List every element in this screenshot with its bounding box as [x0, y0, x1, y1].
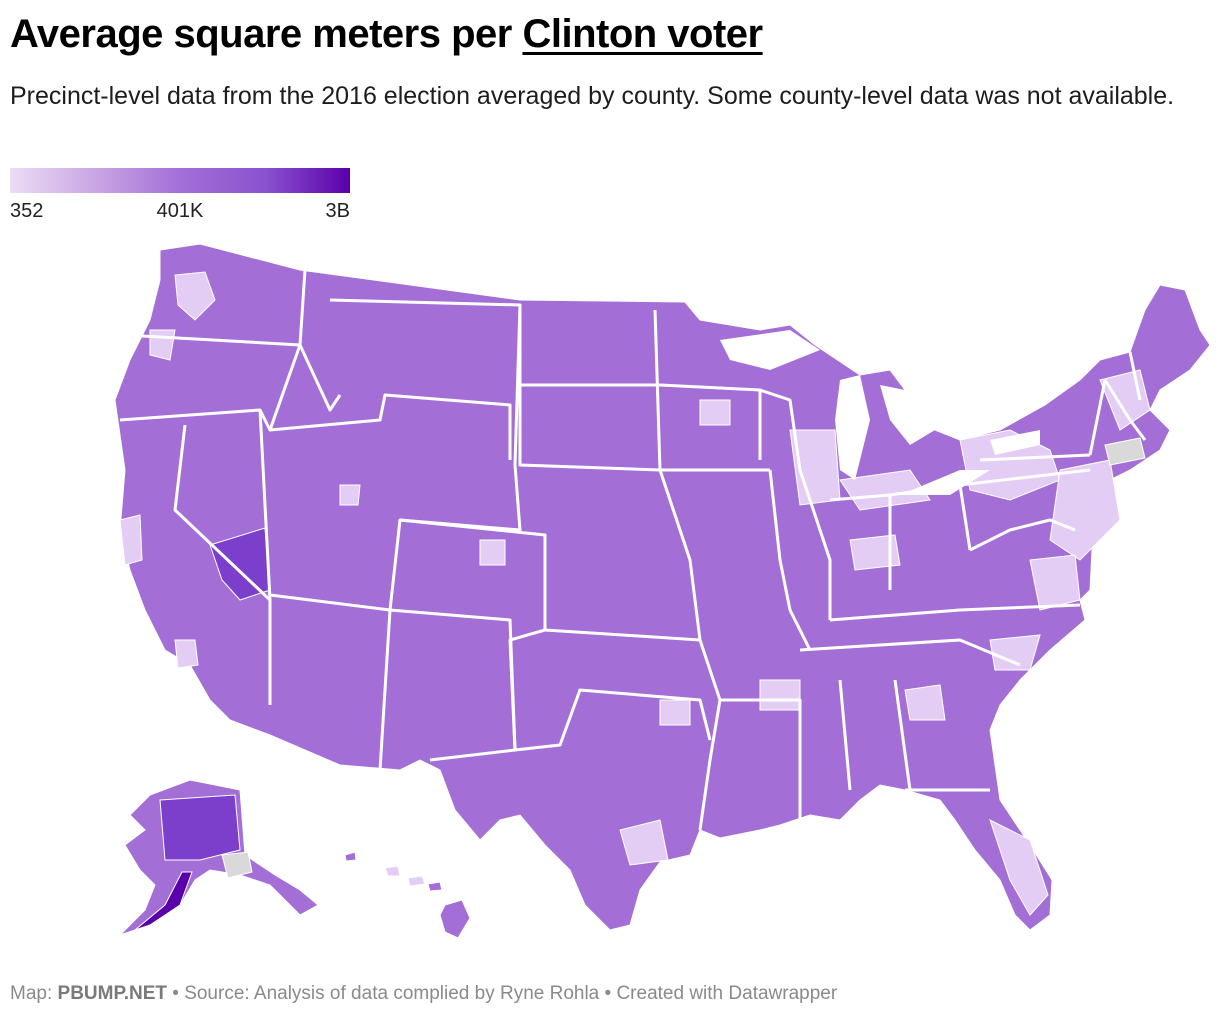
alaska-dark-region — [159, 794, 241, 861]
alaska-darkest-region — [134, 871, 193, 931]
color-legend: 352 401K 3B — [10, 168, 350, 228]
map-title: Average square meters per Clinton voter — [10, 12, 763, 57]
legend-min-label: 352 — [10, 200, 44, 222]
footer-source: • Source: Analysis of data complied by R… — [166, 983, 838, 1004]
hawaii — [344, 851, 471, 939]
state-borders — [119, 269, 1147, 831]
alaska — [119, 779, 319, 936]
legend-mid-label: 401K — [156, 200, 204, 222]
dark-region-nevada — [209, 527, 271, 601]
contiguous-us — [114, 243, 1211, 931]
map-footer: Map: PBUMP.NET • Source: Analysis of dat… — [10, 983, 837, 1005]
us-county-choropleth-map — [114, 243, 1211, 939]
legend-max-label: 3B — [325, 200, 350, 222]
legend-gradient-bar — [10, 168, 350, 193]
light-county-clusters — [119, 271, 1151, 916]
map-subtitle: Precinct-level data from the 2016 electi… — [10, 82, 1175, 110]
great-lakes — [720, 330, 1040, 495]
hawaii-big-island — [439, 899, 471, 939]
title-highlight: Clinton voter — [522, 12, 763, 56]
title-prefix: Average square meters per — [10, 12, 523, 56]
footer-map-label: Map: — [10, 983, 53, 1004]
alaska-no-data-region — [221, 851, 253, 879]
footer-brand[interactable]: PBUMP.NET — [57, 983, 167, 1004]
no-data-region-new-england — [1104, 437, 1146, 466]
